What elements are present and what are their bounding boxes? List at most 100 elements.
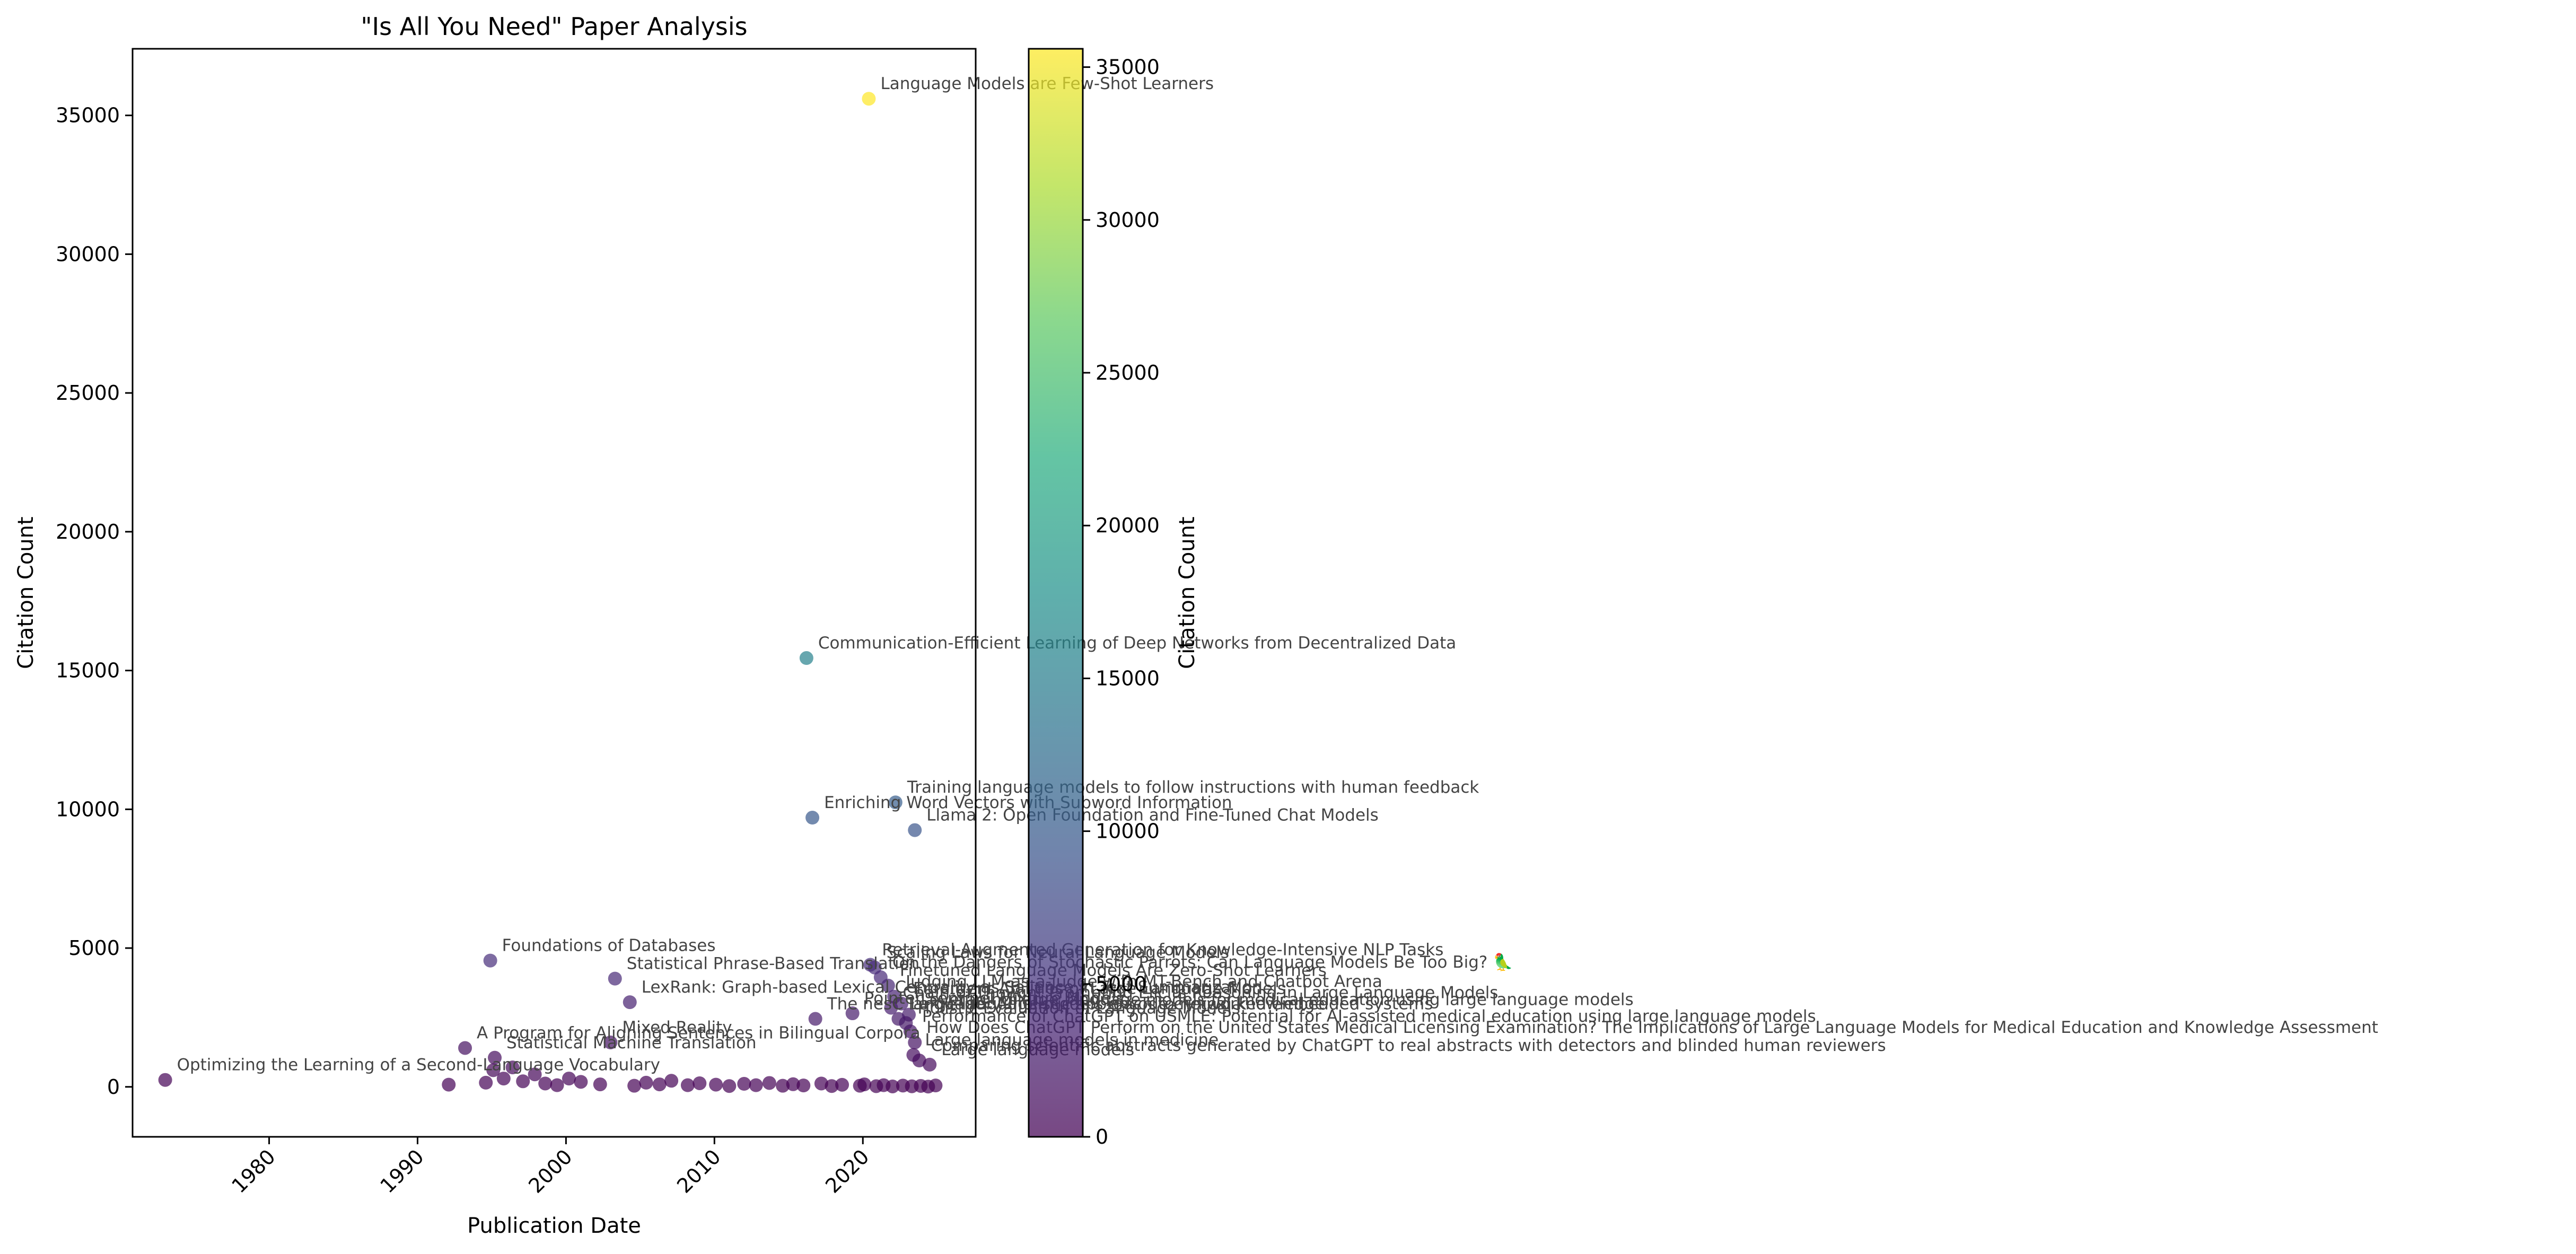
data-point bbox=[884, 1001, 898, 1015]
colorbar-tick-label: 20000 bbox=[1096, 514, 1160, 537]
data-point bbox=[814, 1076, 828, 1091]
x-tick-label: 1980 bbox=[227, 1145, 280, 1198]
point-annotation-label: Training language models to follow instr… bbox=[907, 778, 1479, 797]
y-axis-label: Citation Count bbox=[14, 516, 38, 669]
chart-title: "Is All You Need" Paper Analysis bbox=[361, 12, 747, 41]
point-annotation-label: Large language models encode clinical kn… bbox=[910, 995, 1325, 1014]
y-tick-label: 0 bbox=[107, 1075, 120, 1099]
data-point bbox=[722, 1079, 737, 1093]
data-point bbox=[652, 1077, 667, 1092]
y-tick-label: 35000 bbox=[56, 104, 120, 127]
data-point bbox=[483, 953, 497, 968]
x-tick-label: 1990 bbox=[375, 1145, 428, 1198]
colorbar-ticks: 0 5000 10000 15000 20000 25000 30000 35000 bbox=[1083, 56, 1160, 1148]
data-point bbox=[799, 651, 813, 665]
data-point bbox=[664, 1074, 679, 1088]
data-points bbox=[158, 92, 943, 1094]
x-tick-label: 2010 bbox=[672, 1145, 725, 1198]
x-axis-label: Publication Date bbox=[467, 1214, 641, 1238]
data-point bbox=[562, 1072, 576, 1086]
data-point bbox=[158, 1073, 172, 1087]
point-annotation-label: LexRank: Graph-based Lexical Centrality … bbox=[642, 978, 1263, 997]
point-annotation-label: Communication-Efficient Learning of Deep… bbox=[818, 634, 1456, 653]
data-point bbox=[862, 92, 876, 106]
data-point bbox=[680, 1078, 695, 1092]
colorbar-tick-label: 0 bbox=[1096, 1125, 1108, 1148]
point-annotation-label: How Does ChatGPT Perform on the United S… bbox=[926, 1018, 2378, 1037]
point-annotation-label: Finetuned Language Models Are Zero-Shot … bbox=[900, 961, 1327, 980]
point-annotation-label: A Program for Aligning Sentences in Bili… bbox=[477, 1023, 921, 1042]
data-point bbox=[693, 1076, 707, 1090]
point-annotation-label: On the Dangers of Stochastic Parrots: Ca… bbox=[892, 952, 1513, 972]
y-tick-label: 20000 bbox=[56, 520, 120, 543]
plot-frame bbox=[132, 48, 977, 1138]
data-point bbox=[908, 1036, 922, 1050]
data-point bbox=[505, 1060, 520, 1075]
colorbar bbox=[1028, 48, 1084, 1138]
data-point bbox=[857, 1077, 872, 1092]
data-point bbox=[796, 1078, 811, 1093]
data-point bbox=[603, 1036, 618, 1050]
data-point bbox=[845, 1006, 860, 1021]
data-point bbox=[928, 1078, 943, 1093]
data-point bbox=[835, 1077, 849, 1092]
point-annotation-label: Llama 2: Open Foundation and Fine-Tuned … bbox=[926, 806, 1379, 825]
point-annotations: Language Models are Few-Shot LearnersCom… bbox=[177, 74, 2378, 1074]
colorbar-tick-label: 5000 bbox=[1096, 972, 1147, 996]
data-point bbox=[458, 1041, 472, 1055]
colorbar-tick-label: 35000 bbox=[1096, 56, 1160, 79]
data-point bbox=[608, 971, 622, 986]
point-annotation-label: Comparing scientific abstracts generated… bbox=[931, 1036, 1886, 1055]
colorbar-tick-label: 15000 bbox=[1096, 667, 1160, 690]
y-axis-ticks: 0 5000 10000 15000 20000 25000 30000 35000 bbox=[56, 104, 133, 1099]
data-point bbox=[486, 1063, 501, 1077]
data-point bbox=[593, 1077, 607, 1092]
data-point bbox=[888, 795, 903, 810]
data-point bbox=[786, 1077, 800, 1091]
y-tick-label: 15000 bbox=[56, 659, 120, 682]
data-point bbox=[538, 1076, 553, 1091]
data-point bbox=[627, 1078, 642, 1093]
data-point bbox=[528, 1067, 542, 1082]
data-point bbox=[908, 823, 922, 837]
y-tick-label: 30000 bbox=[56, 242, 120, 266]
data-point bbox=[639, 1075, 653, 1090]
point-annotation-label: Chain-of-Thought Prompting Elicits Reaso… bbox=[903, 984, 1498, 1003]
data-point bbox=[737, 1077, 751, 1091]
data-point bbox=[923, 1057, 937, 1072]
point-annotation-label: Judging LLM-as-a-judge with MT-Bench and… bbox=[905, 972, 1382, 992]
data-point bbox=[516, 1074, 530, 1089]
y-tick-label: 10000 bbox=[56, 797, 120, 821]
data-point bbox=[895, 996, 909, 1011]
data-point bbox=[496, 1072, 511, 1086]
data-point bbox=[881, 978, 895, 993]
data-point bbox=[442, 1077, 456, 1092]
point-annotation-label: Mixed Reality bbox=[622, 1018, 732, 1037]
data-point bbox=[808, 1012, 822, 1026]
data-point bbox=[709, 1077, 723, 1092]
data-point bbox=[488, 1050, 502, 1065]
point-annotation-label: The nesC language: A holistic approach t… bbox=[827, 995, 1433, 1014]
data-point bbox=[776, 1078, 790, 1093]
data-point bbox=[825, 1079, 839, 1093]
x-tick-label: 2000 bbox=[524, 1145, 577, 1198]
colorbar-tick-label: 30000 bbox=[1096, 208, 1160, 232]
data-point bbox=[623, 995, 637, 1010]
data-point bbox=[749, 1078, 763, 1092]
colorbar-tick-label: 25000 bbox=[1096, 361, 1160, 384]
data-point bbox=[886, 1079, 900, 1093]
point-annotation-label: Statistical Phrase-Based Translation bbox=[627, 954, 919, 974]
point-annotation-label: Optimizing the Learning of a Second-Lang… bbox=[177, 1056, 660, 1075]
point-annotation-label: Statistical Machine Translation bbox=[506, 1033, 757, 1053]
data-point bbox=[479, 1075, 493, 1090]
x-tick-label: 2020 bbox=[821, 1145, 874, 1198]
x-axis-ticks: 1980 1990 2000 2010 2020 bbox=[227, 1137, 874, 1198]
point-annotation-label: Foundations of Databases bbox=[502, 936, 716, 955]
data-point bbox=[550, 1078, 564, 1092]
data-point bbox=[805, 811, 820, 825]
colorbar-label: Citation Count bbox=[1175, 516, 1199, 669]
data-point bbox=[762, 1076, 776, 1090]
y-tick-label: 25000 bbox=[56, 381, 120, 405]
y-tick-label: 5000 bbox=[68, 936, 120, 960]
